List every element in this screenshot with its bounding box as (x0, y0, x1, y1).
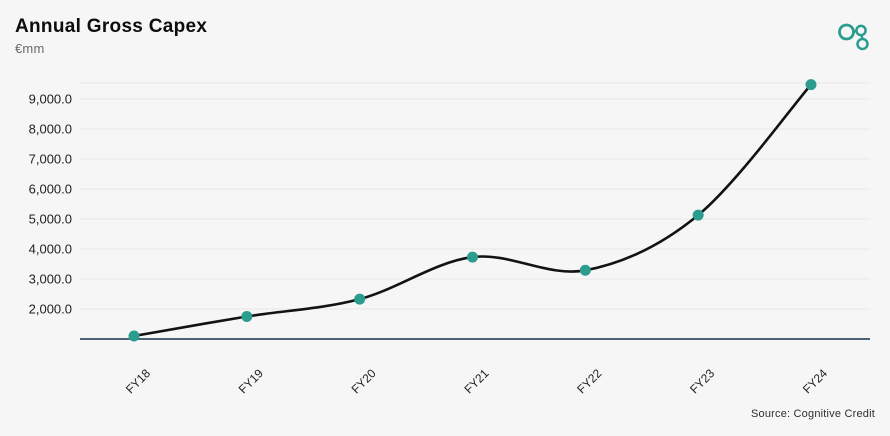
logo-connector-vertical (860, 34, 864, 40)
y-axis-tick-label: 6,000.0 (29, 181, 72, 196)
data-point-marker-fy22[interactable] (579, 264, 591, 276)
chart-header: Annual Gross Capex €mm (15, 16, 207, 56)
data-point-marker-fy20[interactable] (354, 293, 366, 305)
x-axis-tick-label: FY23 (687, 366, 717, 396)
x-axis-tick-label: FY21 (461, 366, 491, 396)
x-axis-tick-label: FY18 (123, 366, 153, 396)
y-axis-tick-label: 2,000.0 (29, 301, 72, 316)
logo-large-circle (838, 23, 855, 41)
chart-subtitle: €mm (15, 41, 45, 56)
y-axis-tick-label: 5,000.0 (29, 211, 72, 226)
data-point-marker-fy19[interactable] (241, 310, 253, 322)
x-axis-tick-label: FY24 (800, 366, 830, 396)
data-point-marker-fy23[interactable] (692, 209, 704, 221)
y-axis-tick-label: 8,000.0 (29, 121, 72, 136)
x-axis-tick-label: FY19 (236, 366, 266, 396)
y-axis-tick-label: 4,000.0 (29, 241, 72, 256)
cognitive-credit-logo-icon (838, 23, 869, 51)
source-note: Source: Cognitive Credit (750, 408, 875, 420)
x-axis-tick-label: FY22 (574, 366, 604, 396)
y-axis-tick-label: 9,000.0 (29, 91, 72, 106)
logo-bottom-small-circle (856, 37, 869, 51)
x-axis-tick-label: FY20 (349, 366, 379, 396)
data-point-marker-fy24[interactable] (805, 79, 817, 91)
logo-top-small-circle (855, 24, 867, 37)
series-line (132, 83, 813, 338)
logo-connector-horizontal (853, 29, 857, 33)
data-point-marker-fy18[interactable] (128, 330, 140, 342)
y-axis-tick-label: 7,000.0 (29, 151, 72, 166)
data-point-marker-fy21[interactable] (467, 251, 478, 263)
chart-title: Annual Gross Capex (15, 16, 208, 37)
y-axis-tick-label: 3,000.0 (29, 271, 72, 286)
